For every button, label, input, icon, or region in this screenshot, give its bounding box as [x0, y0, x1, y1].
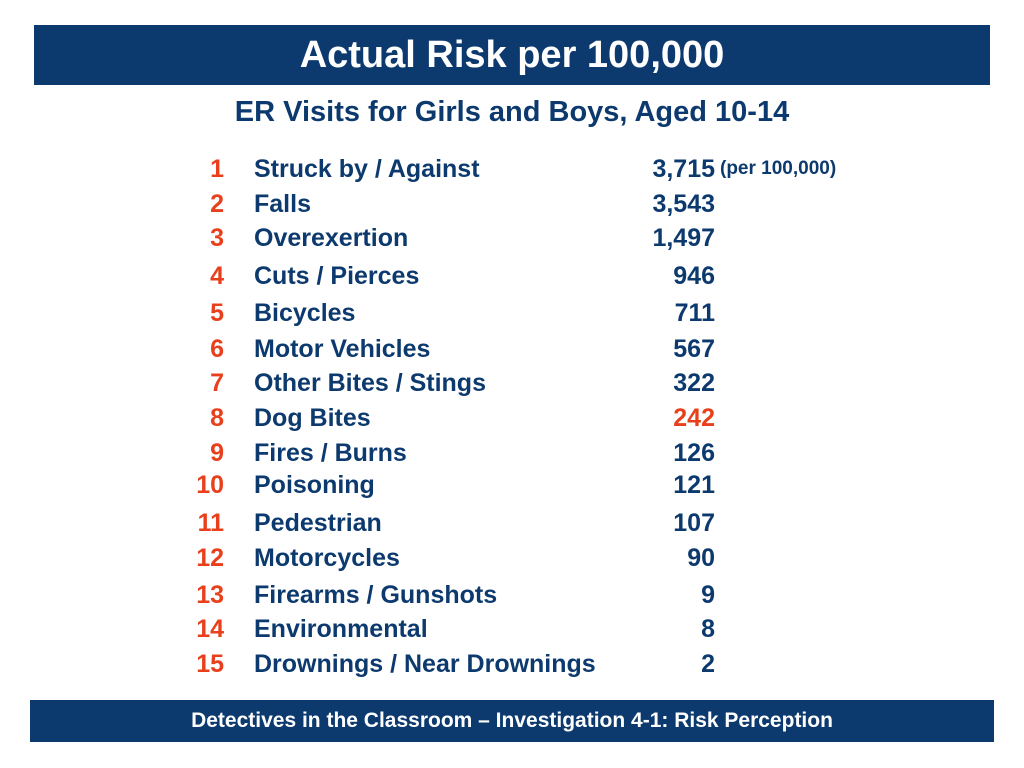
list-item: 14 Environmental 8 [0, 612, 1024, 646]
risk-label: Drownings / Near Drownings [254, 650, 596, 678]
rank-number: 8 [210, 404, 224, 432]
risk-value: 946 [673, 262, 715, 290]
footer-bar: Detectives in the Classroom – Investigat… [30, 700, 994, 742]
footer-text: Detectives in the Classroom – Investigat… [191, 709, 833, 732]
rank-number: 9 [210, 439, 224, 467]
risk-label: Cuts / Pierces [254, 262, 420, 290]
list-item: 7 Other Bites / Stings 322 [0, 366, 1024, 400]
risk-label: Dog Bites [254, 404, 371, 432]
risk-label: Firearms / Gunshots [254, 581, 498, 609]
rank-number: 12 [196, 544, 224, 572]
list-item: 9 Fires / Burns 126 [0, 436, 1024, 470]
risk-value: 126 [673, 439, 715, 467]
risk-label: Motor Vehicles [254, 335, 431, 363]
list-item: 15 Drownings / Near Drownings 2 [0, 647, 1024, 681]
list-item: 8 Dog Bites 242 [0, 401, 1024, 435]
list-item: 1 Struck by / Against 3,715 (per 100,000) [0, 152, 1024, 186]
rank-number: 6 [210, 335, 224, 363]
risk-label: Struck by / Against [254, 155, 480, 183]
rank-number: 15 [196, 650, 224, 678]
risk-label: Motorcycles [254, 544, 400, 572]
list-item: 3 Overexertion 1,497 [0, 221, 1024, 255]
rank-number: 3 [210, 224, 224, 252]
unit-note: (per 100,000) [720, 158, 837, 179]
list-item: 13 Firearms / Gunshots 9 [0, 578, 1024, 612]
rank-number: 14 [196, 615, 224, 643]
risk-label: Environmental [254, 615, 428, 643]
risk-value: 242 [673, 404, 715, 432]
risk-label: Overexertion [254, 224, 409, 252]
page-title: Actual Risk per 100,000 [299, 33, 725, 76]
risk-label: Bicycles [254, 299, 356, 327]
risk-label: Poisoning [254, 471, 375, 499]
list-item: 11 Pedestrian 107 [0, 506, 1024, 540]
page-subtitle: ER Visits for Girls and Boys, Aged 10-14 [234, 96, 790, 128]
risk-value: 567 [673, 335, 715, 363]
rank-number: 13 [196, 581, 224, 609]
risk-value: 1,497 [652, 224, 715, 252]
risk-label: Pedestrian [254, 509, 382, 537]
list-item: 10 Poisoning 121 [0, 468, 1024, 502]
rank-number: 4 [210, 262, 224, 290]
rank-number: 7 [210, 369, 224, 397]
risk-value: 3,543 [652, 190, 715, 218]
rank-number: 1 [210, 155, 224, 183]
rank-number: 5 [210, 299, 224, 327]
risk-value: 121 [673, 471, 715, 499]
list-item: 6 Motor Vehicles 567 [0, 332, 1024, 366]
risk-label: Other Bites / Stings [254, 369, 486, 397]
list-item: 5 Bicycles 711 [0, 296, 1024, 330]
risk-value: 711 [674, 299, 715, 327]
risk-label: Fires / Burns [254, 439, 407, 467]
risk-value: 90 [687, 544, 715, 572]
list-item: 2 Falls 3,543 [0, 187, 1024, 221]
title-bar: Actual Risk per 100,000 [34, 25, 990, 85]
risk-value: 3,715 [652, 155, 715, 183]
risk-value: 107 [673, 509, 715, 537]
risk-value: 8 [701, 615, 715, 643]
rank-number: 10 [196, 471, 224, 499]
rank-number: 11 [197, 509, 224, 537]
rank-number: 2 [210, 190, 224, 218]
list-item: 4 Cuts / Pierces 946 [0, 259, 1024, 293]
risk-value: 2 [701, 650, 715, 678]
risk-value: 9 [701, 581, 715, 609]
risk-label: Falls [254, 190, 311, 218]
risk-value: 322 [673, 369, 715, 397]
list-item: 12 Motorcycles 90 [0, 541, 1024, 575]
